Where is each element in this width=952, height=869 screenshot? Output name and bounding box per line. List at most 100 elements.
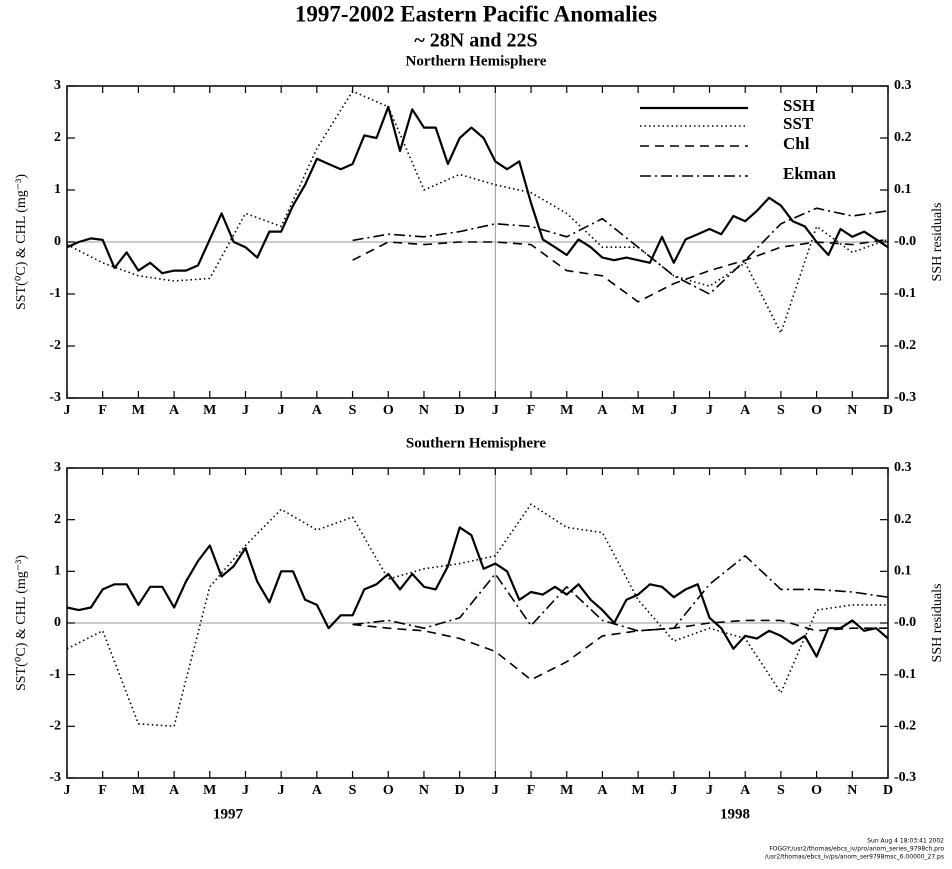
x-tick-label: M — [203, 403, 216, 418]
x-tick-label: J — [278, 783, 285, 798]
chart-subtitle: ~ 28N and 22S — [414, 30, 537, 52]
x-tick-label: F — [527, 403, 536, 418]
legend-label: Chl — [783, 134, 810, 153]
x-tick-label: F — [527, 783, 536, 798]
y-tick-label: 0 — [54, 234, 61, 249]
series-line — [66, 526, 889, 658]
x-tick-label: J — [242, 403, 249, 418]
y2-tick-label: -0.1 — [894, 667, 916, 682]
y-tick-label: -2 — [49, 719, 61, 734]
x-tick-label: O — [383, 783, 394, 798]
x-tick-label: J — [706, 783, 713, 798]
x-tick-label: M — [132, 783, 145, 798]
y-tick-label: -3 — [49, 390, 61, 405]
x-tick-label: D — [455, 403, 465, 418]
legend-label: SST — [783, 114, 814, 133]
x-tick-label: S — [777, 783, 785, 798]
x-tick-label: J — [492, 783, 499, 798]
x-tick-label: S — [777, 403, 785, 418]
x-tick-label: N — [847, 783, 857, 798]
y2-tick-label: 0.2 — [894, 512, 912, 527]
footer-date: Sun Aug 4 18:03:41 2002 — [867, 838, 944, 845]
y-tick-label: 0 — [54, 615, 61, 630]
x-tick-label: M — [632, 783, 645, 798]
y-axis-label: SST(⁰C) & CHL (mg⁻³) — [14, 555, 29, 691]
y2-tick-label: 0.1 — [894, 564, 912, 579]
y-tick-label: 2 — [54, 130, 61, 145]
x-tick-label: D — [883, 403, 893, 418]
legend-label: SSH — [783, 96, 815, 115]
series-line — [66, 503, 888, 728]
y2-tick-label: -0.0 — [894, 615, 916, 630]
y2-tick-label: -0.3 — [894, 390, 916, 405]
plot-frame — [66, 467, 889, 779]
x-tick-label: J — [242, 783, 249, 798]
x-tick-label: A — [597, 783, 608, 798]
x-tick-label: M — [203, 783, 216, 798]
y2-tick-label: 0.1 — [894, 182, 912, 197]
footer-path: FOGGY:/usr2/thomas/ebcs_iv/pro/anom_seri… — [769, 846, 944, 853]
x-tick-label: N — [847, 403, 857, 418]
x-tick-label: D — [455, 783, 465, 798]
y2-tick-label: -0.3 — [894, 770, 916, 785]
y2-axis-label: SSH residuals — [930, 203, 945, 282]
y-tick-label: 3 — [54, 78, 61, 93]
year-label: 1998 — [720, 806, 750, 822]
x-tick-label: O — [811, 783, 822, 798]
x-tick-label: N — [419, 403, 429, 418]
y-tick-label: 2 — [54, 512, 61, 527]
x-tick-label: O — [383, 403, 394, 418]
x-tick-label: A — [312, 783, 323, 798]
x-tick-label: J — [670, 403, 677, 418]
footer-path: /usr2/thomas/ebcs_iv/ps/anom_ser9798msc_… — [765, 854, 944, 861]
x-tick-label: D — [883, 783, 893, 798]
panel-title: Northern Hemisphere — [406, 53, 547, 69]
y2-tick-label: -0.2 — [894, 338, 916, 353]
x-tick-label: J — [278, 403, 285, 418]
x-tick-label: J — [64, 403, 71, 418]
x-tick-label: O — [811, 403, 822, 418]
x-tick-label: A — [597, 403, 608, 418]
x-tick-label: A — [740, 783, 751, 798]
chart-title: 1997-2002 Eastern Pacific Anomalies — [295, 1, 657, 26]
y2-tick-label: 0.3 — [894, 460, 912, 475]
x-tick-label: S — [349, 403, 357, 418]
series-line — [352, 207, 889, 295]
y2-tick-label: -0.2 — [894, 719, 916, 734]
x-tick-label: J — [492, 403, 499, 418]
y-tick-label: -1 — [49, 667, 61, 682]
x-tick-label: A — [169, 783, 180, 798]
year-label: 1997 — [213, 806, 244, 822]
legend-label: Ekman — [783, 164, 836, 183]
series-line — [352, 619, 888, 681]
x-tick-label: M — [560, 783, 573, 798]
x-tick-label: A — [169, 403, 180, 418]
series-line — [352, 238, 889, 303]
y2-tick-label: 0.3 — [894, 78, 912, 93]
y-tick-label: 1 — [54, 182, 61, 197]
x-tick-label: N — [419, 783, 429, 798]
x-tick-label: M — [632, 403, 645, 418]
panel-title: Southern Hemisphere — [406, 435, 546, 451]
y-tick-label: -3 — [49, 770, 61, 785]
x-tick-label: F — [98, 783, 107, 798]
y2-tick-label: -0.1 — [894, 286, 916, 301]
y-tick-label: 3 — [54, 460, 61, 475]
x-tick-label: J — [64, 783, 71, 798]
x-tick-label: J — [706, 403, 713, 418]
y2-tick-label: 0.2 — [894, 130, 912, 145]
series-line — [66, 90, 889, 334]
y-axis-label: SST(⁰C) & CHL (mg⁻³) — [14, 174, 29, 310]
y-tick-label: -2 — [49, 338, 61, 353]
y-tick-label: -1 — [49, 286, 61, 301]
x-tick-label: M — [132, 403, 145, 418]
y-tick-label: 1 — [54, 564, 61, 579]
series-line — [352, 555, 889, 632]
x-tick-label: F — [98, 403, 107, 418]
x-tick-label: J — [670, 783, 677, 798]
x-tick-label: A — [312, 403, 323, 418]
x-tick-label: M — [560, 403, 573, 418]
series-line — [66, 105, 889, 275]
x-tick-label: S — [349, 783, 357, 798]
